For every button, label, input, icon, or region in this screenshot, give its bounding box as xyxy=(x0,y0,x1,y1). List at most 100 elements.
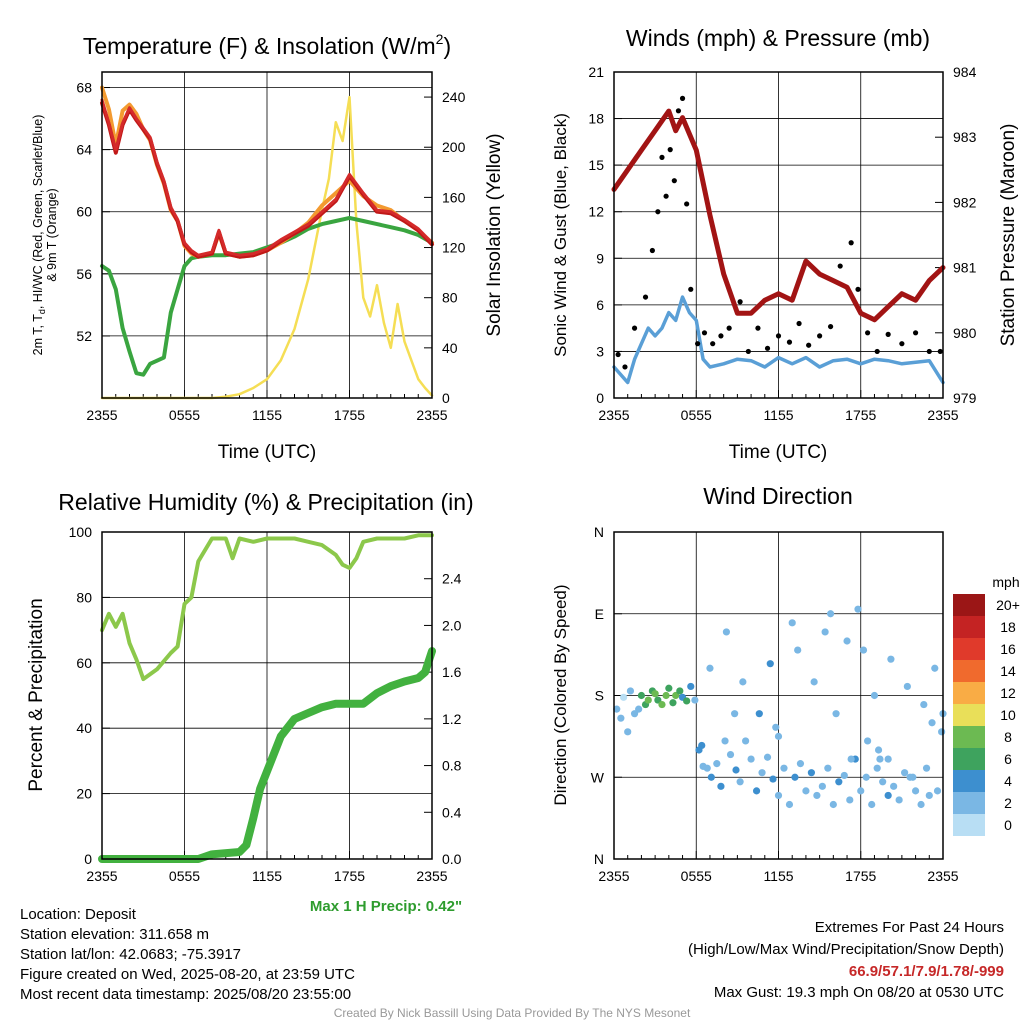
series-dewpoint xyxy=(100,215,434,377)
legend-title: mph xyxy=(992,574,1019,590)
gust-point xyxy=(695,341,701,347)
y2-tick-label: 979 xyxy=(953,390,977,406)
y-tick-label: 52 xyxy=(76,328,92,344)
info-latlon: Station lat/lon: 42.0683; -75.3917 xyxy=(20,946,242,963)
y-tick-label: 100 xyxy=(69,524,93,540)
chart-title-humidity: Relative Humidity (%) & Precipitation (i… xyxy=(58,489,473,515)
x-tick-label: 1155 xyxy=(763,407,793,423)
y-axis-label-wind: Sonic Wind & Gust (Blue, Black) xyxy=(551,113,570,357)
y2-tick-label: 0.4 xyxy=(442,804,462,820)
direction-point xyxy=(644,696,652,704)
direction-point xyxy=(717,782,725,790)
gust-point xyxy=(642,294,649,300)
direction-point xyxy=(691,696,699,704)
series-pressure xyxy=(611,108,946,323)
info-location: Location: Deposit xyxy=(20,906,136,923)
gust-point xyxy=(615,351,621,358)
legend-swatch xyxy=(953,660,985,682)
legend-swatch xyxy=(953,616,985,638)
direction-point xyxy=(832,710,840,718)
legend-label: 8 xyxy=(1004,729,1012,745)
direction-point xyxy=(624,728,632,736)
y-axis-label-temperature: 2m T, Td, HI/WC (Red, Green, Scarlet/Blu… xyxy=(31,115,47,356)
y2-tick-label: 80 xyxy=(442,290,458,306)
direction-point xyxy=(722,628,731,636)
direction-point xyxy=(707,773,715,781)
direction-point xyxy=(772,723,780,731)
direction-point xyxy=(755,710,763,718)
y-tick-label: 20 xyxy=(76,786,92,802)
gust-point xyxy=(775,333,782,339)
y-tick-label: S xyxy=(595,688,604,704)
extremes-heading: Extremes For Past 24 Hours xyxy=(814,919,1004,936)
direction-point xyxy=(721,737,729,745)
y-axis-label-humidity: Percent & Precipitation xyxy=(26,598,47,791)
extremes-block: Extremes For Past 24 Hours (High/Low/Max… xyxy=(688,917,1004,1003)
gust-point xyxy=(622,364,628,370)
direction-point xyxy=(890,782,898,790)
y2-tick-label: 1.6 xyxy=(442,664,462,680)
direction-point xyxy=(794,646,802,654)
x-tick-label: 2355 xyxy=(86,407,117,423)
chart-title-temperature: Temperature (F) & Insolation (W/m2) xyxy=(83,31,451,59)
x-tick-label: 2355 xyxy=(598,868,629,884)
direction-point xyxy=(843,637,851,645)
direction-point xyxy=(873,764,881,772)
legend-swatch xyxy=(953,726,985,748)
y-tick-label: N xyxy=(594,524,604,540)
legend-label: 12 xyxy=(1000,685,1016,701)
direction-point xyxy=(903,682,911,691)
direction-point xyxy=(780,764,788,772)
y-tick-label: 60 xyxy=(76,655,92,671)
direction-point xyxy=(933,787,942,795)
extremes-values: 66.9/57.1/7.9/1.78/-999 xyxy=(848,963,1004,980)
direction-point xyxy=(884,791,892,800)
direction-point xyxy=(826,610,835,618)
y2-tick-label: 160 xyxy=(442,189,466,205)
direction-point xyxy=(796,760,805,768)
legend-swatch xyxy=(953,792,985,814)
gust-point xyxy=(796,320,802,327)
direction-point xyxy=(835,778,843,786)
direction-point xyxy=(747,755,755,763)
gust-point xyxy=(667,147,673,153)
direction-point xyxy=(766,660,774,668)
direction-point xyxy=(791,773,799,781)
x-tick-label: 1755 xyxy=(845,407,876,423)
x-tick-label: 0555 xyxy=(681,407,712,423)
direction-point xyxy=(662,691,670,700)
gust-point xyxy=(675,108,682,114)
gust-point xyxy=(701,330,708,336)
info-elevation: Station elevation: 311.658 m xyxy=(20,926,210,943)
y-axis-label-insolation: Solar Insolation (Yellow) xyxy=(484,133,505,336)
series-temperature xyxy=(100,98,434,257)
y-tick-label: 56 xyxy=(76,266,92,282)
gust-point xyxy=(659,154,665,160)
y-tick-label: W xyxy=(591,769,605,785)
legend-swatch xyxy=(953,682,985,704)
x-tick-label: 2355 xyxy=(927,407,958,423)
legend-label: 16 xyxy=(1000,641,1016,657)
gust-point xyxy=(655,209,661,215)
legend-label: 20+ xyxy=(996,597,1020,613)
direction-point xyxy=(829,800,837,809)
legend-swatch xyxy=(953,594,985,616)
y-axis-label-temperature-line2: & 9m T (Orange) xyxy=(45,188,59,281)
y-axis-label-direction: Direction (Colored By Speed) xyxy=(551,584,570,805)
direction-point xyxy=(698,741,706,750)
direction-point xyxy=(857,787,865,795)
x-tick-label: 1755 xyxy=(334,868,365,884)
gust-point xyxy=(671,178,677,184)
y2-tick-label: 980 xyxy=(953,325,977,341)
max-precip-annotation: Max 1 H Precip: 0.42" xyxy=(310,898,462,915)
gust-point xyxy=(885,331,891,337)
y2-tick-label: 0.8 xyxy=(442,758,462,774)
legend-label: 2 xyxy=(1004,795,1012,811)
direction-point xyxy=(938,728,946,736)
direction-point xyxy=(706,664,714,672)
direction-point xyxy=(613,705,621,713)
direction-point xyxy=(769,775,777,783)
direction-point xyxy=(637,691,646,700)
direction-point xyxy=(868,800,876,809)
y2-tick-label: 0 xyxy=(442,390,450,406)
